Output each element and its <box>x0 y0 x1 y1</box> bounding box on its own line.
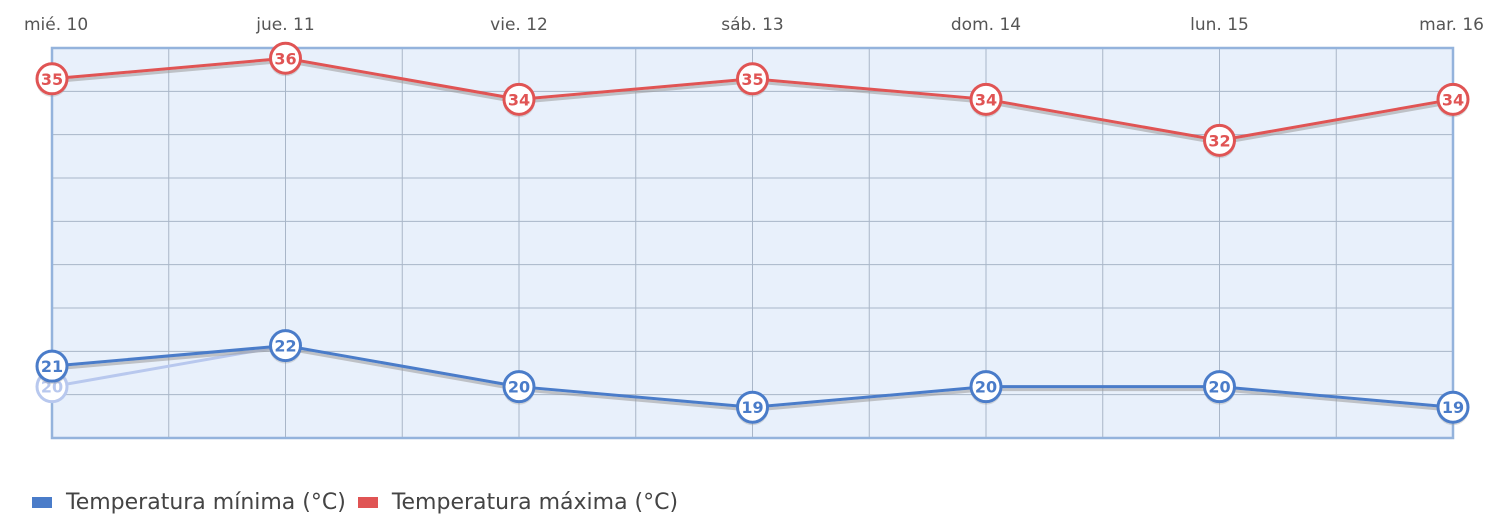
plot-border <box>50 46 1455 440</box>
data-label: 34 <box>975 90 997 109</box>
legend-item-max[interactable]: Temperatura máxima (°C) <box>357 490 679 515</box>
data-point-min <box>502 370 536 404</box>
data-point-min <box>1203 370 1236 404</box>
x-tick-label: dom. 14 <box>951 15 1021 35</box>
x-tick-label: vie. 12 <box>490 15 548 35</box>
ghost-point-label: 20 <box>41 378 63 397</box>
data-point-max <box>736 62 769 96</box>
data-label: 35 <box>41 70 63 89</box>
x-tick-label: mié. 10 <box>24 15 88 35</box>
data-point-min <box>736 390 769 424</box>
data-label: 19 <box>1442 398 1464 417</box>
data-point-max <box>969 82 1003 116</box>
data-point-max <box>1436 82 1470 116</box>
data-point-min <box>269 329 302 363</box>
legend-swatch-max <box>357 497 378 508</box>
data-label: 20 <box>975 378 997 397</box>
data-label: 20 <box>1208 378 1230 397</box>
data-label: 32 <box>1208 131 1230 150</box>
data-label: 35 <box>741 70 763 89</box>
data-point-max <box>35 62 69 96</box>
data-point-max <box>502 82 536 116</box>
data-point-min <box>969 370 1003 404</box>
data-label: 36 <box>274 49 296 68</box>
data-point-max <box>1203 123 1236 157</box>
data-label: 21 <box>41 357 63 376</box>
data-label: 19 <box>741 398 763 417</box>
temperature-chart: mié. 10 jue. 11 vie. 12 sáb. 13 dom. 14 lun. … <box>24 15 1484 440</box>
legend-swatch-min <box>32 497 52 508</box>
x-tick-label: mar. 16 <box>1419 15 1484 35</box>
legend-label-max: Temperatura máxima (°C) <box>391 490 679 515</box>
data-label: 20 <box>508 378 530 397</box>
data-point-min <box>1436 390 1470 424</box>
legend-label-min: Temperatura mínima (°C) <box>66 490 346 515</box>
x-tick-label: sáb. 13 <box>721 15 784 35</box>
data-point-max <box>269 41 302 75</box>
x-tick-label: jue. 11 <box>255 15 314 35</box>
data-point-min <box>35 349 69 383</box>
data-label: 34 <box>1442 90 1464 109</box>
legend: Temperatura mínima (°C) Temperatura máxi… <box>32 490 690 515</box>
x-tick-label: lun. 15 <box>1190 15 1249 35</box>
legend-item-min[interactable]: Temperatura mínima (°C) <box>32 490 346 515</box>
data-label: 22 <box>274 337 296 356</box>
data-label: 34 <box>508 90 530 109</box>
